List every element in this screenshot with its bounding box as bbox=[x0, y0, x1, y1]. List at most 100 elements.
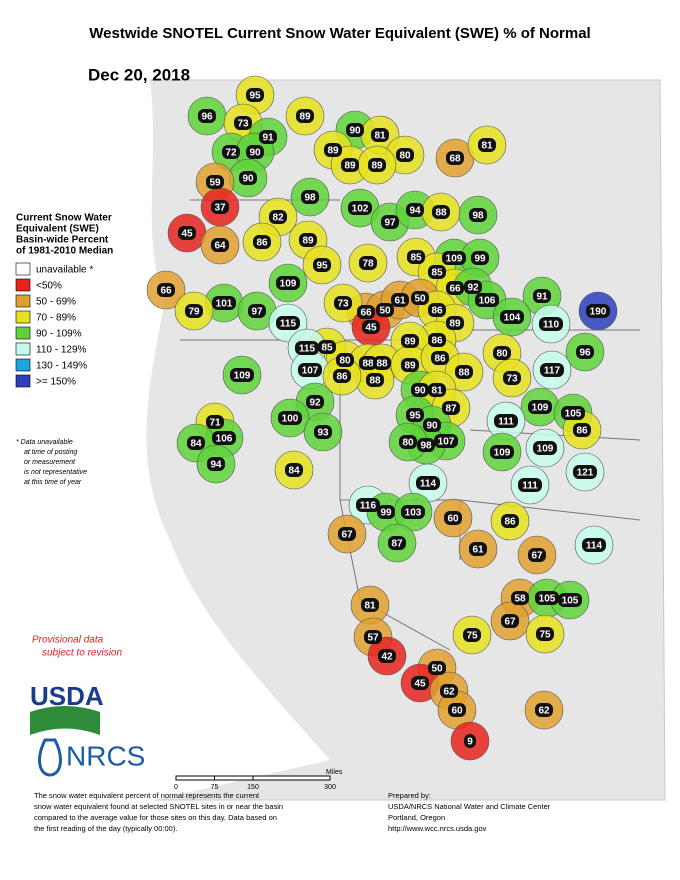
basin-label: 78 bbox=[362, 259, 374, 270]
basin-label: 95 bbox=[249, 91, 261, 102]
legend-swatch bbox=[15, 310, 31, 324]
basin-label-bg bbox=[248, 304, 266, 318]
basin-label: 62 bbox=[538, 706, 550, 717]
basin-label-bg bbox=[206, 415, 224, 429]
basin-label-bg bbox=[207, 457, 225, 471]
basin-label-bg bbox=[540, 363, 564, 377]
basin-label-bg bbox=[533, 289, 551, 303]
basin-label: 99 bbox=[474, 254, 486, 265]
basin-label: 97 bbox=[251, 307, 263, 318]
basin-label-bg bbox=[373, 356, 391, 370]
basin-label: 84 bbox=[190, 439, 202, 450]
basin-label-bg bbox=[464, 280, 482, 294]
basin-label-bg bbox=[446, 281, 464, 295]
legend-label: 130 - 149% bbox=[36, 361, 87, 372]
footer-description: compared to the average value for those … bbox=[34, 813, 277, 822]
basin-label: 101 bbox=[216, 299, 233, 310]
basin-label: 111 bbox=[498, 417, 514, 428]
basin-label: 121 bbox=[577, 468, 594, 479]
basin-label: 100 bbox=[282, 414, 299, 425]
basin-label-bg bbox=[493, 346, 511, 360]
basin-label: 90 bbox=[414, 386, 426, 397]
basin-label: 60 bbox=[447, 514, 459, 525]
basin-label: 92 bbox=[309, 398, 321, 409]
basin-label: 66 bbox=[449, 284, 461, 295]
basin-label-bg bbox=[364, 630, 382, 644]
basin-label: 89 bbox=[302, 236, 314, 247]
legend-title: Current Snow Water bbox=[16, 213, 112, 224]
basin-label-bg bbox=[314, 425, 332, 439]
basin-label: 57 bbox=[367, 633, 379, 644]
basin-label-bg bbox=[157, 283, 175, 297]
basin-label-bg bbox=[442, 401, 460, 415]
basin-label-bg bbox=[582, 538, 606, 552]
basin-label: 96 bbox=[201, 112, 213, 123]
basin-label-bg bbox=[528, 400, 552, 414]
scale-bar: 0 75 150 300 Miles bbox=[174, 769, 343, 791]
basin-label: 45 bbox=[414, 679, 426, 690]
basin-label-bg bbox=[187, 436, 205, 450]
basin-label: 91 bbox=[262, 133, 274, 144]
basin-label: 73 bbox=[506, 374, 518, 385]
basin-label-bg bbox=[206, 175, 224, 189]
basin-label: 59 bbox=[209, 178, 221, 189]
basin-label: 86 bbox=[431, 336, 443, 347]
basin-label-bg bbox=[561, 406, 585, 420]
basin-label: 84 bbox=[288, 466, 300, 477]
basin-label-bg bbox=[432, 205, 450, 219]
basin-label-bg bbox=[212, 296, 236, 310]
basin-label: 99 bbox=[380, 508, 392, 519]
ocean bbox=[0, 80, 330, 800]
basin-label-bg bbox=[446, 316, 464, 330]
basin-label-bg bbox=[401, 505, 425, 519]
basin-label-bg bbox=[501, 514, 519, 528]
basin-label-bg bbox=[494, 414, 518, 428]
basin-label: 91 bbox=[536, 292, 548, 303]
basin-label: 89 bbox=[371, 161, 383, 172]
basin-label-bg bbox=[336, 353, 354, 367]
basin-label-bg bbox=[368, 158, 386, 172]
footer-prepared: Portland, Oregon bbox=[388, 813, 445, 822]
basin-label: 115 bbox=[299, 344, 316, 355]
basin-label-bg bbox=[423, 418, 441, 432]
basin-label-bg bbox=[475, 293, 499, 307]
basin-label-bg bbox=[212, 431, 236, 445]
basin-label: 95 bbox=[316, 261, 328, 272]
legend-swatch bbox=[15, 342, 31, 356]
basin-label-bg bbox=[428, 661, 446, 675]
basin-label-bg bbox=[407, 250, 425, 264]
basin-label: 67 bbox=[504, 617, 516, 628]
basin-label: 104 bbox=[504, 313, 521, 324]
legend-note: or measurement bbox=[24, 459, 76, 466]
basin-label-bg bbox=[478, 138, 496, 152]
basin-label: 58 bbox=[514, 594, 526, 605]
basin-label-bg bbox=[401, 334, 419, 348]
basin-label: 85 bbox=[431, 268, 443, 279]
basin-label: 50 bbox=[431, 664, 443, 675]
basin-label: 61 bbox=[394, 296, 406, 307]
basin-label-bg bbox=[417, 438, 435, 452]
basin-label-bg bbox=[411, 291, 429, 305]
basin-label-bg bbox=[396, 148, 414, 162]
basin-label: 64 bbox=[214, 241, 226, 252]
usda-swoosh bbox=[30, 706, 100, 735]
basin-label: 106 bbox=[216, 434, 233, 445]
basin-label: 96 bbox=[579, 348, 591, 359]
basin-label-bg bbox=[366, 373, 384, 387]
basin-label: 107 bbox=[438, 437, 455, 448]
basin-label-bg bbox=[503, 371, 521, 385]
basin-label: 80 bbox=[402, 438, 414, 449]
basin-label: 75 bbox=[466, 631, 478, 642]
basin-label-bg bbox=[501, 614, 519, 628]
basin-label: 114 bbox=[586, 541, 603, 552]
basin-label-bg bbox=[318, 340, 336, 354]
legend-swatch bbox=[15, 262, 31, 276]
basin-label-bg bbox=[357, 305, 375, 319]
basin-label-bg bbox=[428, 333, 446, 347]
footer-prepared: Prepared by: bbox=[388, 791, 431, 800]
legend-note: at this time of year bbox=[24, 479, 82, 486]
basin-label: 95 bbox=[409, 411, 421, 422]
basin-label-bg bbox=[378, 649, 396, 663]
